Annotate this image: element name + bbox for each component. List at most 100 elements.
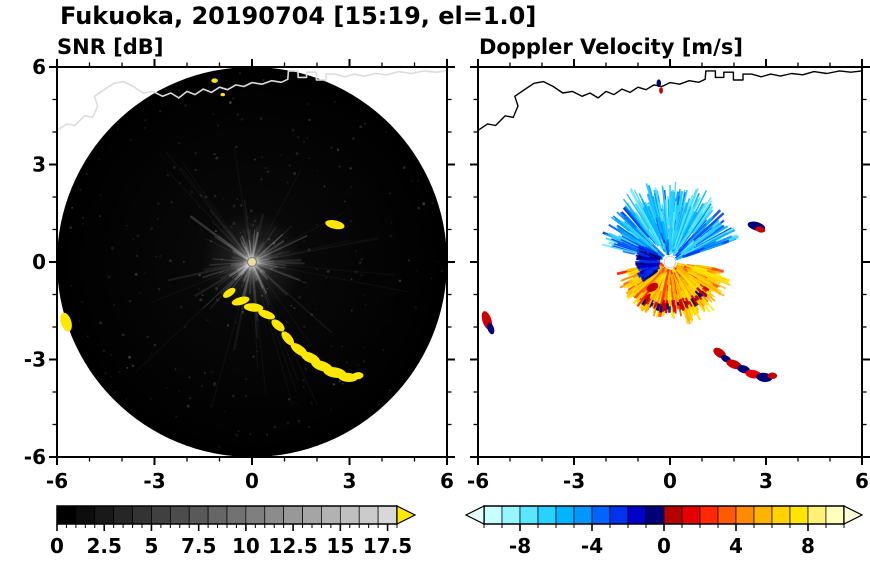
velocity-blob (659, 87, 663, 94)
radar-ray (203, 262, 248, 271)
noise-speckle (307, 248, 311, 252)
noise-speckle (316, 169, 319, 172)
noise-speckle (182, 260, 185, 264)
noise-speckle (215, 156, 219, 160)
velocity-streak (687, 221, 710, 245)
colorbar-tick-label: 0 (50, 534, 64, 558)
velocity-streak (698, 269, 724, 279)
radar-ray (254, 265, 269, 281)
velocity-streak (665, 199, 670, 239)
velocity-streak (654, 187, 663, 222)
noise-speckle (174, 368, 177, 370)
velocity-streak (624, 205, 652, 239)
noise-speckle (303, 240, 305, 242)
radar-ray (237, 264, 249, 274)
velocity-streak (672, 211, 676, 228)
noise-speckle (323, 185, 326, 188)
noise-speckle (222, 197, 225, 200)
velocity-streak (673, 213, 687, 249)
radar-ray (240, 239, 251, 258)
colorbar-cell (807, 505, 827, 525)
noise-speckle (113, 304, 115, 306)
noise-speckle (150, 352, 153, 355)
noise-speckle (241, 312, 245, 315)
noise-speckle (344, 426, 347, 428)
velocity-streak (702, 240, 717, 249)
noise-speckle (261, 156, 264, 159)
velocity-streak (665, 301, 668, 309)
noise-speckle (310, 402, 313, 405)
radar-ray (255, 247, 270, 260)
radar-ray (255, 264, 266, 274)
velocity-streak (657, 303, 661, 311)
noise-speckle (184, 103, 187, 107)
noise-speckle (114, 390, 117, 394)
colorbar-arrow-left (464, 505, 485, 525)
noise-speckle (118, 370, 121, 374)
noise-speckle (214, 229, 218, 233)
colorbar-cell (735, 505, 755, 525)
colorbar-cell (302, 505, 322, 525)
velocity-streak (654, 301, 658, 308)
noise-speckle (325, 276, 328, 279)
noise-speckle (213, 153, 216, 156)
radar-ray (255, 225, 293, 260)
velocity-streak (621, 232, 650, 251)
noise-speckle (134, 272, 138, 276)
noise-speckle (216, 298, 219, 302)
velocity-streak (682, 190, 708, 236)
noise-speckle (179, 168, 182, 171)
radar-ray (256, 255, 279, 262)
radar-ray (256, 261, 287, 267)
noise-speckle (85, 172, 89, 176)
snr-colorbar: 0 2.5 5 7.5 10 12.5 15 17.5 (50, 505, 417, 558)
radar-ray (165, 151, 253, 263)
noise-speckle (204, 195, 208, 199)
velocity-streak (638, 193, 664, 247)
radar-center-echo (248, 258, 256, 266)
noise-speckle (267, 238, 271, 241)
velocity-streak (669, 276, 673, 294)
radar-ray (251, 261, 259, 370)
colorbar-cell (699, 505, 719, 525)
velocity-streak (644, 287, 659, 313)
noise-speckle (217, 124, 220, 127)
noise-speckle (430, 277, 433, 280)
radar-ray (237, 264, 248, 271)
velocity-streak (693, 266, 708, 272)
velocity-streak (643, 270, 654, 278)
noise-speckle (86, 335, 89, 338)
noise-speckle (246, 216, 249, 218)
colorbar-cell (663, 505, 683, 525)
noise-speckle (293, 172, 297, 176)
noise-speckle (110, 354, 113, 357)
noise-speckle (166, 174, 169, 177)
noise-speckle (270, 266, 274, 270)
noise-speckle (78, 188, 82, 192)
radar-ray (168, 172, 253, 263)
noise-speckle (362, 293, 365, 296)
noise-speckle (349, 167, 352, 170)
radar-ray (251, 238, 379, 263)
noise-speckle (362, 360, 366, 363)
radar-ray (232, 266, 253, 351)
noise-speckle (223, 410, 226, 413)
radar-ray (233, 147, 253, 263)
noise-speckle (263, 251, 266, 253)
colorbar-cell (377, 505, 398, 525)
radar-ray (211, 221, 249, 259)
noise-speckle (210, 371, 213, 374)
noise-speckle (235, 321, 237, 324)
velocity-streak (678, 303, 683, 310)
velocity-streak (636, 264, 650, 269)
noise-speckle (145, 126, 147, 129)
noise-speckle (206, 319, 209, 322)
radar-ray (255, 264, 289, 296)
echo-blob (211, 78, 218, 83)
radar-ray (202, 265, 249, 310)
radar-ray (256, 259, 302, 263)
noise-speckle (293, 307, 296, 310)
velocity-streak (695, 287, 706, 298)
noise-speckle (129, 138, 133, 142)
radar-ray (256, 250, 290, 262)
